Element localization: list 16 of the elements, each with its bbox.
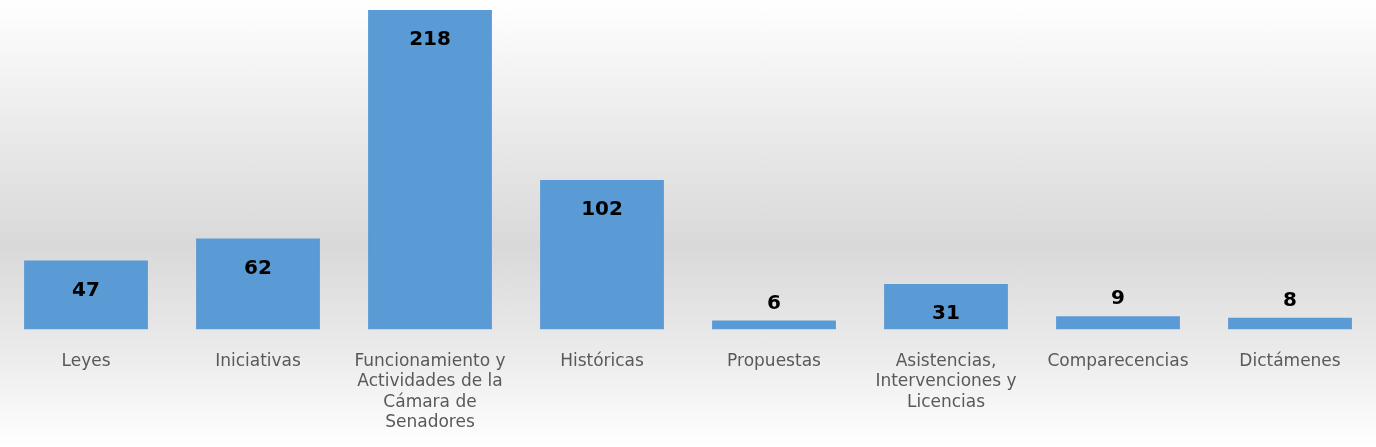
x-tick-label: Asistencias, Intervenciones y Licencias bbox=[875, 350, 1017, 411]
x-tick-label: Dictámenes bbox=[1239, 350, 1341, 371]
data-label: 8 bbox=[1283, 286, 1297, 311]
data-label: 6 bbox=[767, 289, 781, 314]
x-tick-label: Funcionamiento y Actividades de la Cámara de Senadores bbox=[354, 350, 506, 432]
data-label: 31 bbox=[932, 300, 960, 325]
data-label: 47 bbox=[72, 276, 100, 301]
data-label: 218 bbox=[409, 26, 451, 51]
x-tick-label: Leyes bbox=[61, 350, 111, 371]
x-tick-label: Iniciativas bbox=[215, 350, 301, 371]
x-tick-label: Históricas bbox=[560, 350, 645, 371]
data-label: 102 bbox=[581, 196, 623, 221]
data-label: 62 bbox=[244, 254, 272, 279]
data-label: 9 bbox=[1111, 285, 1125, 310]
x-tick-label: Comparecencias bbox=[1047, 350, 1189, 371]
x-tick-label: Propuestas bbox=[727, 350, 822, 371]
